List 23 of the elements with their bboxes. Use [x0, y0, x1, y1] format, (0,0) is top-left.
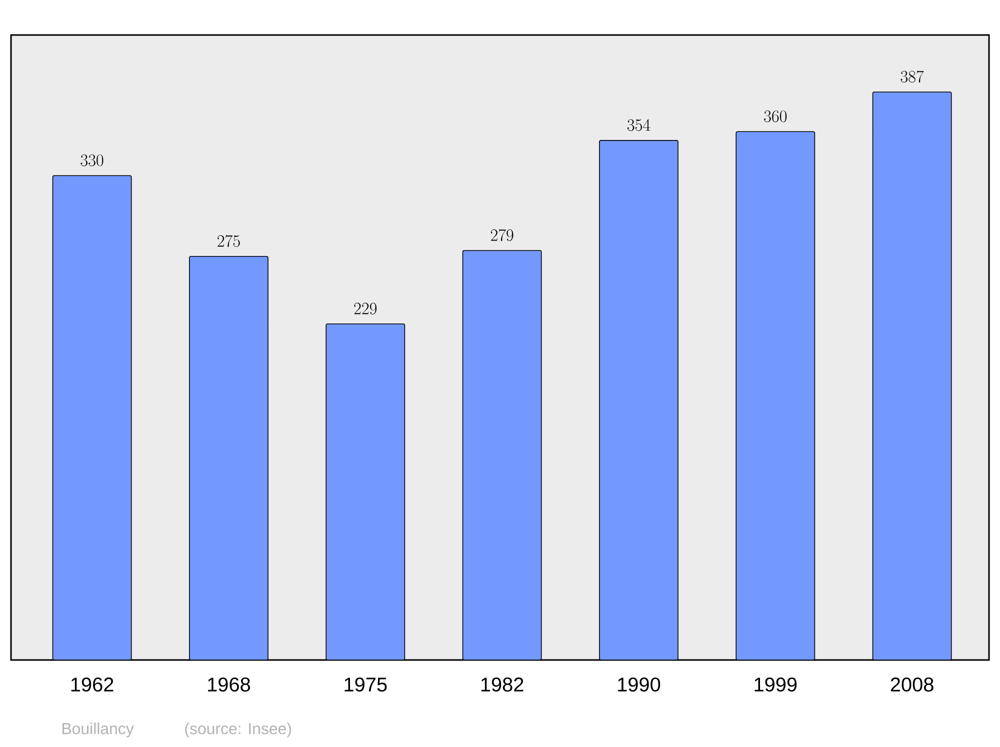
x-tick-label: 1999: [754, 678, 797, 692]
bar: [326, 323, 406, 660]
x-tick-label: 1968: [208, 678, 250, 692]
bar: [462, 250, 542, 660]
x-tick-label: 1975: [344, 678, 387, 692]
bar: [872, 92, 952, 660]
bar: [736, 131, 816, 660]
bar: [52, 175, 132, 660]
bar: [599, 140, 678, 660]
x-tick-label: 2008: [890, 678, 934, 692]
text: Bouillancy: [62, 722, 134, 738]
data-label: 275: [218, 234, 240, 247]
x-tick-label: 1982: [481, 678, 524, 692]
bar: [189, 256, 268, 660]
text: (source: Insee): [185, 722, 291, 738]
data-label: 330: [80, 154, 104, 166]
data-label: 354: [627, 119, 650, 131]
x-tick-label: 1990: [618, 678, 660, 692]
x-tick-label: 1962: [71, 678, 114, 692]
data-label: 229: [354, 302, 377, 314]
data-label: 360: [764, 110, 787, 122]
data-label: 387: [900, 70, 924, 83]
data-label: 279: [490, 229, 514, 242]
